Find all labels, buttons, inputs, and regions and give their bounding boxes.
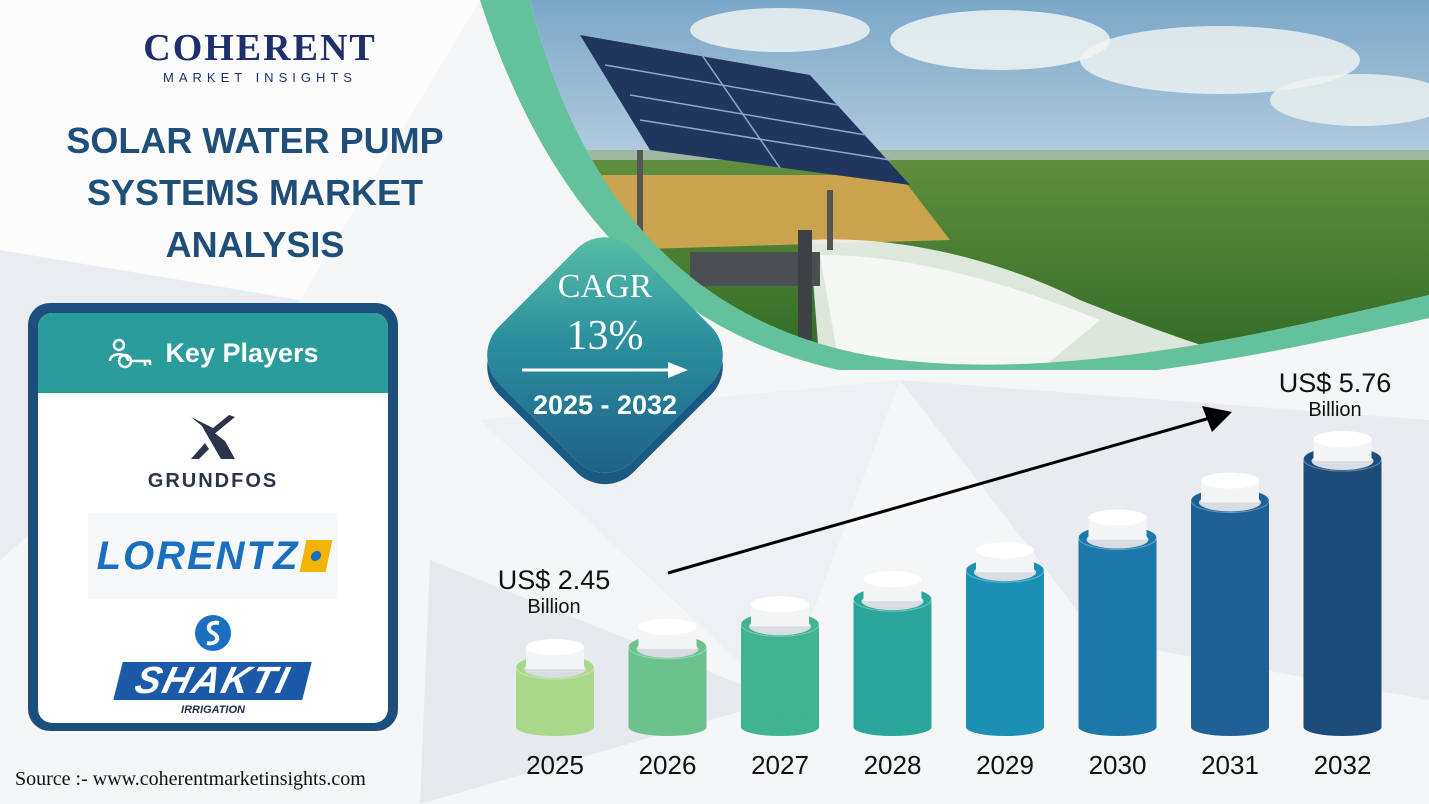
- bar-cap-top: [751, 596, 809, 613]
- end-value-annotation: US$ 5.76 Billion: [1260, 368, 1410, 422]
- bar-body: [628, 646, 707, 727]
- bar-cap-top: [638, 618, 697, 635]
- bar-body: [853, 599, 932, 727]
- bar-body: [966, 570, 1044, 727]
- bar-base: [516, 718, 594, 736]
- title-line-1: SOLAR WATER PUMP: [66, 120, 444, 161]
- shakti-subtitle: IRRIGATION: [181, 704, 245, 716]
- brand-name: COHERENT: [143, 27, 377, 69]
- trend-arrow-line: [667, 416, 1211, 575]
- key-players-heading: Key Players: [165, 337, 319, 368]
- key-players-header: Key Players: [38, 313, 388, 393]
- bar-2029: 2029: [965, 542, 1045, 780]
- category-label: 2029: [976, 750, 1034, 780]
- title-line-3: ANALYSIS: [165, 224, 345, 265]
- category-label: 2030: [1089, 750, 1147, 780]
- key-players-panel: Key Players GRUNDFOS LORENTZ: [38, 313, 388, 723]
- bar-2026: 2026: [628, 618, 707, 780]
- start-value-annotation: US$ 2.45 Billion: [482, 565, 626, 619]
- bar-cap-top: [1201, 472, 1259, 489]
- bar-cap-top: [1313, 431, 1372, 447]
- shakti-name: SHAKTI: [113, 660, 313, 702]
- end-value-unit: Billion: [1308, 399, 1362, 421]
- lorentz-logo: LORENTZ: [88, 513, 338, 599]
- bar-body: [741, 624, 819, 727]
- cagr-label: CAGR: [557, 268, 653, 305]
- bar-cap-top: [863, 571, 922, 588]
- grundfos-mark-icon: [191, 415, 235, 459]
- category-label: 2025: [526, 750, 584, 780]
- lorentz-name: LORENTZ: [96, 533, 300, 578]
- bar-base: [1303, 718, 1382, 736]
- bar-base: [628, 718, 707, 736]
- source-credit: Source :- www.coherentmarketinsights.com: [15, 768, 366, 790]
- start-value-amount: US$ 2.45: [497, 565, 611, 595]
- start-value-unit: Billion: [527, 596, 581, 618]
- cagr-period: 2025 - 2032: [532, 390, 678, 420]
- key-players-card: Key Players GRUNDFOS LORENTZ: [28, 303, 398, 731]
- bar-base: [1078, 718, 1157, 736]
- page-title: SOLAR WATER PUMP SYSTEMS MARKET ANALYSIS: [30, 115, 480, 271]
- market-size-chart: 2025 2026 2027 2028 2029 2030 2031 2032: [515, 406, 1382, 780]
- player-logos: GRUNDFOS LORENTZ SHAKTI IRRIGATION: [38, 393, 388, 723]
- bar-2025: 2025: [515, 639, 595, 780]
- key-people-icon: [107, 337, 155, 369]
- shakti-drop-icon: [195, 615, 231, 651]
- lorentz-sun-icon: [300, 540, 333, 572]
- category-label: 2032: [1314, 750, 1372, 780]
- bar-base: [966, 718, 1044, 736]
- bar-2031: 2031: [1190, 472, 1270, 780]
- bar-2028: 2028: [853, 571, 932, 780]
- category-label: 2028: [864, 750, 922, 780]
- grundfos-name: GRUNDFOS: [147, 470, 279, 492]
- end-value-amount: US$ 5.76: [1278, 368, 1392, 398]
- bar-cap-top: [526, 639, 584, 655]
- bar-base: [1191, 718, 1269, 736]
- cagr-arrow-icon: [522, 362, 688, 378]
- brand-tagline: MARKET INSIGHTS: [163, 70, 357, 85]
- category-label: 2031: [1201, 750, 1259, 780]
- trend-arrow: [667, 406, 1232, 575]
- bar-body: [1191, 500, 1269, 727]
- bar-body: [1078, 537, 1157, 727]
- bar-2027: 2027: [740, 596, 820, 780]
- bar-2032: 2032: [1303, 431, 1382, 780]
- cagr-badge: CAGR 13% 2025 - 2032: [470, 220, 740, 490]
- bar-2030: 2030: [1078, 509, 1157, 780]
- hero-photo-solar-pump: [480, 0, 1429, 370]
- category-label: 2027: [751, 750, 809, 780]
- grundfos-logo: GRUNDFOS: [38, 413, 388, 493]
- category-label: 2026: [639, 750, 697, 780]
- cagr-value: 13%: [566, 313, 644, 359]
- title-line-2: SYSTEMS MARKET: [86, 172, 424, 213]
- bar-base: [741, 718, 819, 736]
- shakti-logo: SHAKTI IRRIGATION: [38, 613, 388, 716]
- brand-logo: COHERENT MARKET INSIGHTS: [100, 28, 420, 85]
- bar-body: [1303, 459, 1382, 727]
- bar-base: [853, 718, 932, 736]
- bar-cap-top: [976, 542, 1034, 559]
- bar-cap-top: [1088, 509, 1147, 526]
- trend-arrow-head: [1202, 406, 1232, 432]
